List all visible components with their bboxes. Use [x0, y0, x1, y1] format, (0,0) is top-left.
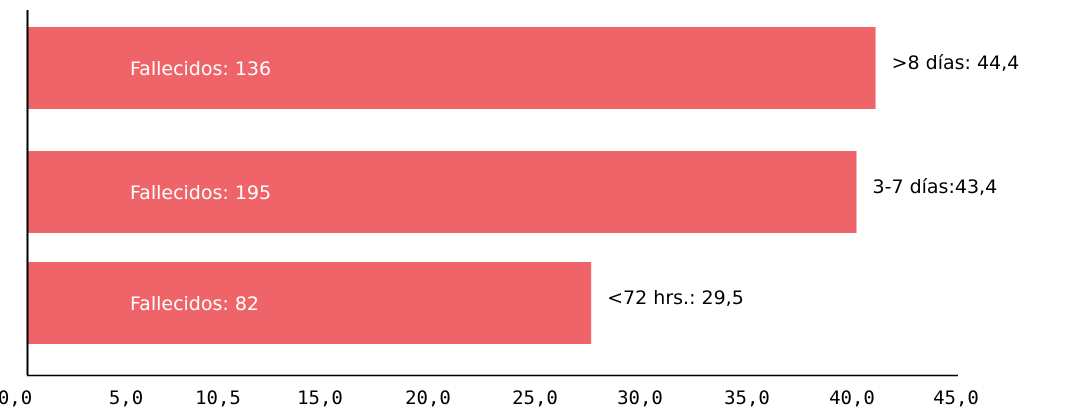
- x-tick-label: 40,0: [829, 387, 875, 409]
- bar-inside-label: Fallecidos: 136: [130, 58, 271, 80]
- x-tick-label: 0,0: [0, 387, 32, 409]
- x-tick-label: 30,0: [617, 387, 663, 409]
- bar-value-label: >8 días: 44,4: [892, 52, 1020, 74]
- x-tick-label: 20,0: [405, 387, 451, 409]
- x-tick-label: 45,0: [933, 387, 979, 409]
- bar-value-label: <72 hrs.: 29,5: [607, 287, 744, 309]
- x-tick-label: 15,0: [297, 387, 343, 409]
- bar-inside-label: Fallecidos: 82: [130, 293, 259, 315]
- x-tick-label: 35,0: [724, 387, 770, 409]
- bar-labels-group: Fallecidos: 136 >8 días: 44,4 Fallecidos: …: [130, 52, 1019, 315]
- x-tick-label: 5,0: [109, 387, 143, 409]
- x-axis-ticks: 0,0 5,0 10,5 15,0 20,0 25,0 30,0 35,0 40,0 45,0: [0, 387, 979, 409]
- bar: [28, 27, 876, 109]
- bar: [28, 262, 592, 344]
- x-tick-label: 25,0: [512, 387, 558, 409]
- bar: [28, 151, 857, 233]
- bar-value-label: 3-7 días:43,4: [873, 176, 998, 198]
- bars-group: [28, 27, 876, 344]
- bar-inside-label: Fallecidos: 195: [130, 182, 271, 204]
- x-tick-label: 10,5: [195, 387, 241, 409]
